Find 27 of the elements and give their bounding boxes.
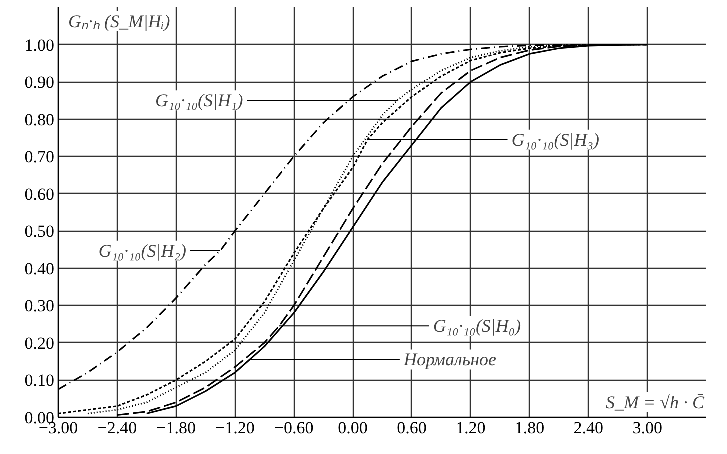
y-tick-label: 0.50 [24, 222, 54, 242]
y-axis-title: Gₙ·ₕ (S_M|Hᵢ) [68, 12, 170, 32]
x-axis-title: S_M = √h · C̄ [606, 392, 706, 412]
annotation: G₁₀·₁₀(S|H₀) [433, 316, 522, 336]
y-tick-label: 0.70 [24, 148, 54, 167]
x-tick-label: −1.80 [156, 418, 196, 438]
y-tick-label: 0.40 [24, 259, 54, 278]
x-tick-label: 3.00 [632, 418, 662, 438]
y-tick-label: 0.60 [24, 184, 54, 204]
y-tick-label: 0.80 [24, 110, 54, 130]
annotation: Нормальное [402, 350, 497, 370]
y-tick-label: 0.10 [24, 371, 54, 390]
x-tick-label: 1.20 [456, 418, 486, 438]
y-tick-label: 0.30 [24, 296, 54, 316]
x-tick-label: −0.60 [274, 418, 314, 438]
x-tick-label: −1.20 [216, 418, 255, 438]
annotation: G₁₀·₁₀(S|H₁) [156, 90, 244, 111]
y-tick-label: 0.20 [24, 334, 54, 353]
x-tick-label: 0.00 [338, 418, 368, 438]
y-tick-label: 0.90 [24, 73, 54, 92]
annotation: G₁₀·₁₀(S|H₂) [98, 240, 187, 261]
y-tick-label: 1.00 [24, 36, 54, 55]
x-tick-label: −2.40 [98, 418, 138, 438]
x-tick-label: 1.80 [514, 418, 545, 438]
x-tick-label: 0.60 [397, 418, 427, 438]
x-tick-label: 2.40 [574, 418, 604, 438]
annotation: G₁₀·₁₀(S|H₃) [512, 130, 600, 150]
